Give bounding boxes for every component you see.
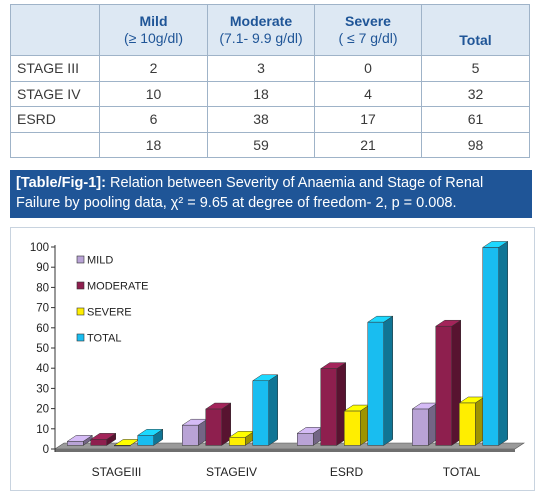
bar [367, 321, 384, 446]
table-cell: 21 [314, 131, 422, 158]
y-tick-label: 60 [36, 323, 49, 335]
y-tick-label: 0 [43, 444, 49, 456]
x-category-label: TOTAL [443, 465, 481, 479]
header-cell-moderate: Moderate (7.1- 9.9 g/dl) [207, 4, 315, 56]
data-table: Mild (≥ 10g/dl) Moderate (7.1- 9.9 g/dl) S… [10, 4, 530, 158]
bar [67, 441, 84, 446]
bar [114, 445, 131, 447]
table-row-totals: 18 59 21 98 [10, 131, 530, 158]
bar [252, 380, 269, 446]
table-cell: 0 [314, 55, 422, 82]
bar [182, 424, 199, 446]
bar [435, 325, 452, 446]
table-row: STAGE III 2 3 0 5 [10, 55, 530, 82]
header-cell-total: Total [421, 4, 530, 56]
caption-text: Relation between Severity of Anaemia and… [16, 175, 484, 211]
bar [90, 439, 107, 446]
bar [205, 408, 222, 446]
table-cell: 5 [421, 55, 530, 82]
y-tick-label: 70 [36, 303, 49, 315]
legend-label: MILD [87, 255, 113, 267]
y-tick-label: 10 [36, 424, 49, 436]
bar-side [268, 374, 278, 446]
bar [344, 410, 361, 446]
table-cell: 32 [421, 80, 530, 107]
y-tick-label: 40 [36, 363, 49, 375]
row-label [10, 131, 100, 158]
table-cell: 98 [421, 131, 530, 158]
table-row: ESRD 6 38 17 61 [10, 106, 530, 133]
legend-label: MODERATE [87, 281, 149, 293]
bar-side [383, 315, 393, 446]
table-cell: 2 [99, 55, 208, 82]
bar [320, 368, 337, 446]
legend-swatch [76, 281, 85, 290]
table-cell: 6 [99, 106, 208, 133]
table-row: STAGE IV 10 18 4 32 [10, 80, 530, 107]
table-cell: 17 [314, 106, 422, 133]
row-label: STAGE IV [10, 80, 100, 107]
x-category-label: ESRD [330, 465, 364, 479]
legend-swatch [76, 307, 85, 316]
header-cell-empty [10, 4, 100, 56]
header-cell-mild: Mild (≥ 10g/dl) [99, 4, 208, 56]
y-tick-label: 90 [36, 262, 49, 274]
bar-chart: 0 10 20 30 40 50 60 70 80 90 100 STAGEIII STAGEIV ESR… [30, 240, 525, 479]
table-header-row: Mild (≥ 10g/dl) Moderate (7.1- 9.9 g/dl) S… [10, 4, 530, 56]
y-tick-label: 100 [30, 242, 49, 254]
table-cell: 3 [207, 55, 315, 82]
bar [297, 433, 314, 446]
bar [482, 247, 499, 446]
legend-label: SEVERE [87, 307, 132, 319]
table-cell: 59 [207, 131, 315, 158]
legend-swatch [76, 333, 85, 342]
y-tick-label: 80 [36, 282, 49, 294]
table-cell: 10 [99, 80, 208, 107]
row-label: ESRD [10, 106, 100, 133]
y-tick-label: 50 [36, 343, 49, 355]
table-cell: 38 [207, 106, 315, 133]
header-cell-severe: Severe( ≤ 7 g/dl) [314, 4, 422, 56]
y-tick-label: 20 [36, 404, 49, 416]
chart-floor-edge [55, 449, 515, 452]
bar [137, 435, 154, 446]
row-label: STAGE III [10, 55, 100, 82]
legend-swatch [76, 255, 85, 264]
table-cell: 18 [99, 131, 208, 158]
bar [229, 437, 246, 446]
y-tick-label: 30 [36, 383, 49, 395]
table-cell: 18 [207, 80, 315, 107]
caption-tag: [Table/Fig-1]: [16, 175, 106, 191]
legend-label: TOTAL [87, 333, 121, 345]
bar [459, 402, 476, 446]
chart-container: 0 10 20 30 40 50 60 70 80 90 100 STAGEIII STAGEIV ESR… [10, 227, 535, 491]
bar-side [498, 240, 508, 446]
x-category-label: STAGEIV [206, 465, 257, 479]
table-cell: 61 [421, 106, 530, 133]
table-cell: 4 [314, 80, 422, 107]
x-category-label: STAGEIII [92, 465, 142, 479]
figure-caption: [Table/Fig-1]: Relation between Severity… [10, 170, 532, 218]
bar [412, 408, 429, 446]
